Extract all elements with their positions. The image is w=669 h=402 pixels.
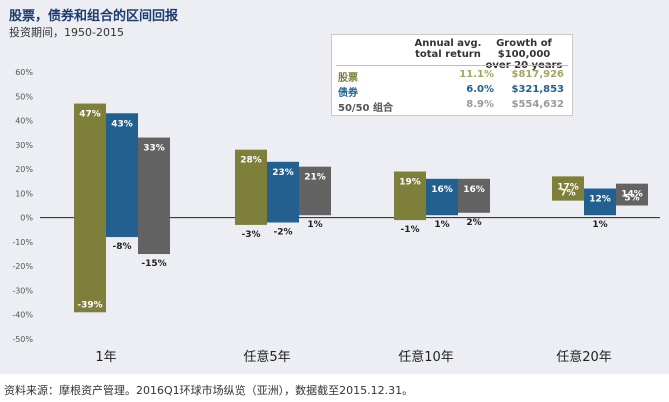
- bar-min-label: -39%: [77, 300, 102, 310]
- range-bar: [458, 178, 490, 213]
- bar-max-label: 23%: [272, 168, 294, 178]
- bar-max-label: 19%: [399, 178, 421, 188]
- y-tick-label: 60%: [15, 68, 33, 77]
- range-bar: [394, 171, 426, 221]
- chart-subtitle: 投资期间，1950-2015: [9, 26, 124, 39]
- bar-min-label: 1%: [592, 220, 607, 230]
- y-tick-label: -30%: [12, 286, 33, 295]
- range-bar-chart: 60% 50% 40% 30% 20% 10% 0% -10% -20% -30% -40% -50%…: [12, 68, 660, 365]
- bar-min-label: -3%: [241, 230, 260, 240]
- legend-row-growth: $554,632: [511, 99, 564, 110]
- legend-row-name: 50/50 组合: [338, 103, 393, 114]
- bar-min-label: 7%: [560, 189, 575, 199]
- range-bar: [235, 149, 267, 225]
- y-tick-label: -50%: [12, 335, 33, 344]
- legend-header-growth-line1: Growth of $100,000: [496, 38, 552, 60]
- y-tick-label: 0%: [20, 214, 33, 223]
- legend-row-growth: $321,853: [511, 84, 564, 95]
- legend-row-return: 6.0%: [466, 84, 494, 95]
- bar-max-label: 14%: [621, 190, 643, 200]
- range-bar: [552, 176, 584, 201]
- bar-max-label: 21%: [304, 173, 326, 183]
- bar-min-label: -1%: [400, 225, 419, 235]
- chart-title: 股票，债券和组合的区间回报: [9, 9, 179, 24]
- range-bar: [267, 161, 299, 223]
- x-category-label: 1年: [95, 350, 116, 365]
- bar-min-label: 5%: [624, 194, 639, 204]
- legend-header-return: Annual avg. total return: [398, 38, 498, 60]
- bar-min-label: 1%: [307, 220, 322, 230]
- x-category-label: 任意10年: [398, 349, 454, 365]
- legend-row-name: 债券: [338, 88, 358, 99]
- bar-max-label: 17%: [557, 182, 579, 192]
- legend-divider: [336, 65, 568, 66]
- bar-min-label: 2%: [466, 218, 481, 228]
- y-tick-label: 30%: [15, 141, 33, 150]
- bar-min-label: 1%: [434, 220, 449, 230]
- y-tick-label: 20%: [15, 165, 33, 174]
- bar-min-label: -15%: [141, 259, 166, 269]
- x-category-label: 任意5年: [243, 349, 290, 365]
- bar-max-label: 16%: [463, 185, 485, 195]
- range-bar: [299, 166, 331, 216]
- legend-row-growth: $817,926: [511, 69, 564, 80]
- y-tick-label: 50%: [15, 92, 33, 101]
- range-bar: [138, 137, 170, 255]
- bar-max-label: 47%: [79, 110, 101, 120]
- y-tick-label: 10%: [15, 189, 33, 198]
- bar-max-label: 33%: [143, 144, 165, 154]
- bar-max-label: 43%: [111, 119, 133, 129]
- bar-max-label: 12%: [589, 195, 611, 205]
- range-bar: [426, 178, 458, 216]
- legend-row-return: 11.1%: [459, 69, 494, 80]
- bar-max-label: 28%: [240, 156, 262, 166]
- range-bar: [616, 183, 648, 206]
- bar-min-label: -8%: [112, 242, 131, 252]
- bar-min-label: -2%: [273, 227, 292, 237]
- legend-header-return-line1: Annual avg.: [414, 38, 482, 49]
- legend-row-name: 股票: [338, 73, 358, 84]
- y-tick-label: -20%: [12, 262, 33, 271]
- legend-row-return: 8.9%: [466, 99, 494, 110]
- range-bar: [106, 113, 138, 238]
- legend-table: Annual avg. total return Growth of $100,…: [331, 34, 573, 116]
- legend-header-return-line2: total return: [415, 49, 481, 60]
- y-tick-label: 40%: [15, 117, 33, 126]
- range-bar: [584, 188, 616, 216]
- y-tick-label: -10%: [12, 238, 33, 247]
- source-footnote: 资料来源：摩根资产管理。2016Q1环球市场纵览（亚洲），数据截至2015.12…: [4, 384, 414, 397]
- y-tick-label: -40%: [12, 311, 33, 320]
- range-bar: [74, 103, 106, 313]
- x-category-label: 任意20年: [556, 349, 612, 365]
- legend-header-growth: Growth of $100,000 over 20 years: [476, 38, 572, 71]
- bar-max-label: 16%: [431, 185, 453, 195]
